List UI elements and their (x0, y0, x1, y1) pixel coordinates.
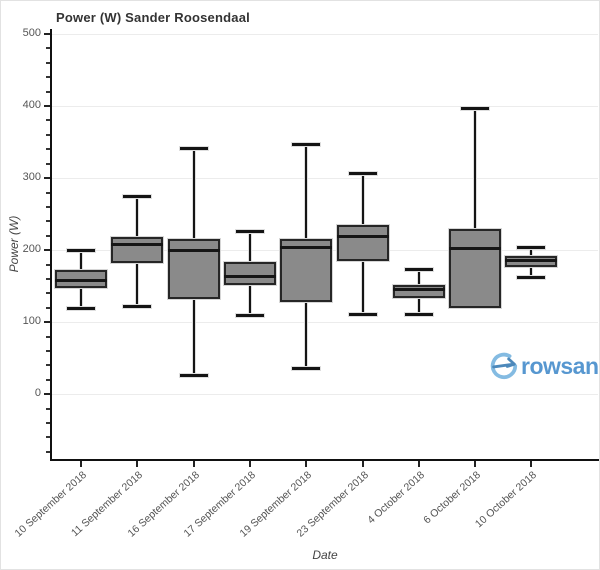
box-whisker-cap-bottom (404, 312, 433, 316)
watermark-text: rowsan (521, 352, 599, 379)
gridline (52, 177, 598, 179)
y-tick-label: 300 (22, 171, 41, 184)
x-tick-label: 17 September 2018 (181, 469, 258, 540)
y-minor-tick (46, 191, 51, 194)
box-plot-box[interactable] (111, 237, 164, 264)
box-median-line (55, 278, 107, 282)
box-median-line (111, 243, 164, 247)
box-median-line (280, 246, 333, 250)
y-minor-tick (46, 407, 51, 410)
x-tick-label: 16 September 2018 (125, 469, 202, 540)
box-median-line (392, 288, 445, 292)
y-minor-tick (46, 378, 51, 381)
box-median-line (167, 249, 220, 253)
box-whisker-cap-top (123, 195, 152, 199)
y-tick (44, 321, 51, 324)
box-whisker-cap-bottom (348, 312, 377, 316)
y-minor-tick (46, 220, 51, 223)
x-tick-label: 11 September 2018 (69, 469, 146, 540)
y-minor-tick (46, 349, 51, 352)
x-tick (305, 461, 308, 467)
box-whisker-cap-bottom (123, 304, 152, 308)
chart-title: Power (W) Sander Roosendaal (56, 10, 250, 25)
y-tick-label: 500 (22, 27, 41, 40)
y-minor-tick (46, 335, 51, 338)
gridline (52, 393, 598, 395)
gridline (52, 105, 598, 107)
y-minor-tick (46, 292, 51, 295)
box-whisker-cap-bottom (235, 313, 264, 317)
box-plot-box[interactable] (392, 284, 445, 299)
gridline (52, 33, 598, 35)
x-tick (248, 461, 251, 467)
y-minor-tick (46, 162, 51, 165)
y-tick (44, 177, 51, 180)
x-tick-label: 10 October 2018 (473, 469, 540, 531)
y-minor-tick (46, 90, 51, 93)
box-whisker-cap-top (67, 249, 95, 253)
box-plot-box[interactable] (167, 238, 220, 300)
y-axis-line (50, 29, 52, 461)
box-whisker-cap-top (517, 245, 546, 249)
box-median-line (449, 246, 502, 250)
box-whisker-cap-top (348, 172, 377, 176)
x-tick (192, 461, 195, 467)
x-tick (361, 461, 364, 467)
watermark-logo[interactable]: rowsan (487, 350, 599, 390)
y-tick (44, 393, 51, 396)
y-tick-label: 400 (22, 99, 41, 112)
box-whisker-cap-bottom (179, 373, 208, 377)
y-minor-tick (46, 76, 51, 79)
y-minor-tick (46, 234, 51, 237)
box-plot-box[interactable] (449, 229, 502, 308)
watermark-swoosh-icon (490, 352, 518, 380)
y-tick-label: 100 (22, 315, 41, 328)
box-whisker-cap-top (292, 142, 321, 146)
box-whisker-cap-top (235, 229, 264, 233)
x-axis-title: Date (312, 548, 338, 562)
y-minor-tick (46, 450, 51, 453)
y-tick (44, 33, 51, 36)
box-whisker-cap-bottom (517, 276, 546, 280)
box-median-line (336, 234, 389, 238)
box-plot-box[interactable] (336, 224, 389, 261)
y-minor-tick (46, 436, 51, 439)
x-tick-label: 6 October 2018 (421, 469, 484, 527)
x-tick (80, 461, 82, 467)
box-whisker-cap-bottom (292, 367, 321, 371)
box-plot-box[interactable] (223, 261, 276, 285)
y-minor-tick (46, 47, 51, 50)
box-whisker-cap-top (461, 107, 490, 111)
y-tick-label: 0 (34, 387, 41, 400)
box-whisker-cap-top (404, 267, 433, 271)
box-plot-box[interactable] (280, 239, 333, 302)
y-minor-tick (46, 205, 51, 208)
y-minor-tick (46, 263, 51, 266)
y-minor-tick (46, 306, 51, 309)
x-axis-line (50, 459, 599, 461)
box-whisker-cap-bottom (67, 306, 95, 310)
y-tick (44, 249, 51, 252)
gridline (52, 321, 598, 323)
y-minor-tick (46, 421, 51, 424)
box-whisker-line (474, 108, 477, 308)
box-whisker-cap-top (179, 146, 208, 150)
y-minor-tick (46, 61, 51, 64)
box-median-line (223, 275, 276, 279)
y-minor-tick (46, 277, 51, 280)
x-tick (136, 461, 139, 467)
y-minor-tick (46, 148, 51, 151)
x-tick (530, 461, 533, 467)
y-minor-tick (46, 119, 51, 122)
y-tick (44, 105, 51, 108)
x-tick (417, 461, 420, 467)
x-tick (474, 461, 477, 467)
y-minor-tick (46, 364, 51, 367)
y-minor-tick (46, 133, 51, 136)
box-median-line (505, 259, 558, 263)
y-tick-label: 200 (22, 243, 41, 256)
